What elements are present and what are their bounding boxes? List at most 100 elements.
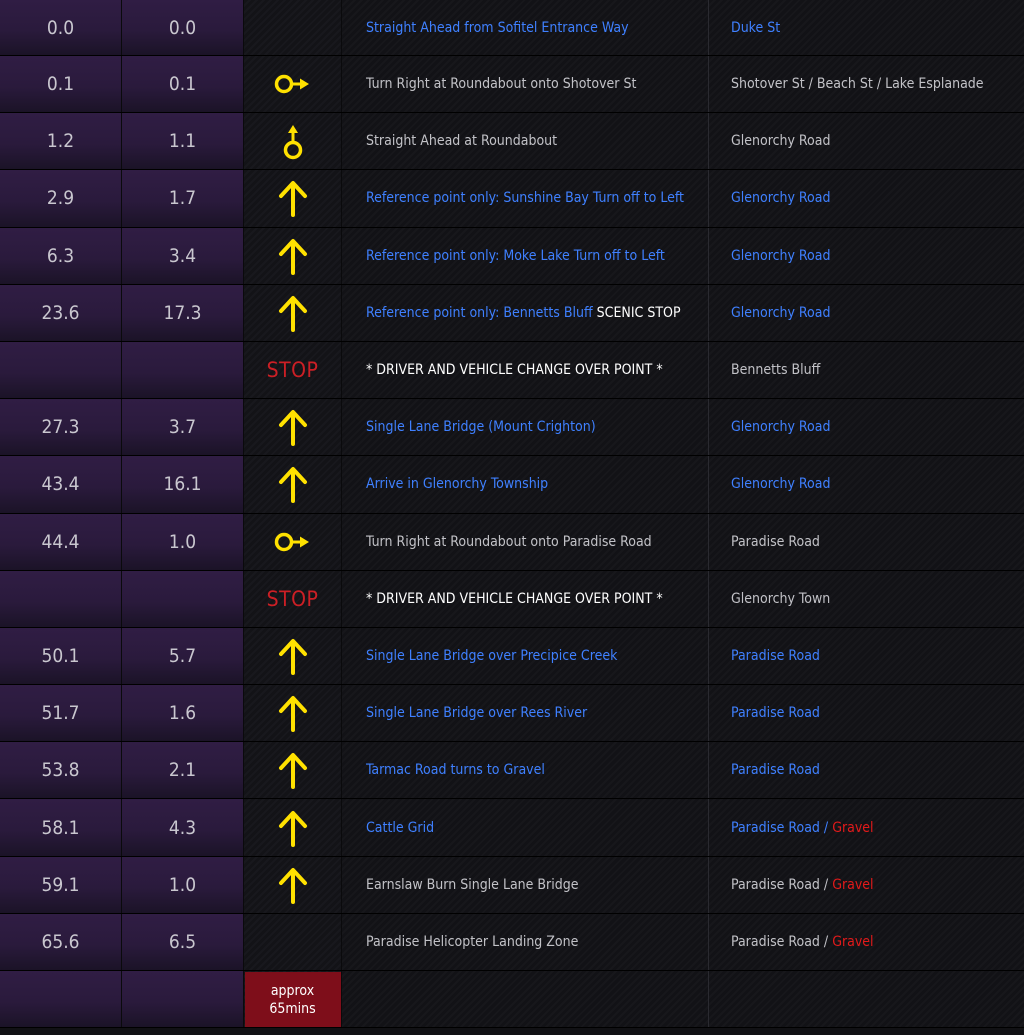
roundabout-straight-icon (281, 122, 305, 160)
table-row: 43.4 16.1 Arrive in Glenorchy Township Glen… (0, 456, 1024, 514)
total-distance: 6.3 (46, 244, 75, 267)
total-distance: 1.2 (46, 130, 75, 153)
description-cell: Tarmac Road turns to Gravel (342, 742, 709, 799)
leg-distance-cell: 16.1 (122, 456, 244, 513)
road-cell: Paradise Road (709, 513, 1024, 570)
table-row: 44.4 1.0 Turn Right at Roundabout onto Par… (0, 513, 1024, 571)
description-text: Paradise Helicopter Landing Zone (366, 933, 579, 950)
leg-distance: 1.6 (168, 702, 197, 725)
description-text: Tarmac Road turns to Gravel (366, 762, 545, 779)
leg-distance: 3.4 (168, 244, 197, 267)
road-cell: Duke St (709, 0, 1024, 55)
road-text: Paradise Road / (731, 819, 829, 836)
roundabout-right-icon (274, 530, 312, 554)
leg-distance-cell: 6.5 (122, 913, 244, 970)
leg-distance-cell: 2.1 (122, 742, 244, 799)
arrow-up-icon (277, 866, 309, 904)
leg-distance: 1.7 (168, 187, 197, 210)
table-row: 2.9 1.7 Reference point only: Sunshine Bay… (0, 170, 1024, 228)
total-distance-cell: 53.8 (0, 742, 122, 799)
badge-line: approx (270, 982, 315, 999)
description-highlight: * DRIVER AND VEHICLE CHANGE OVER POINT * (366, 362, 663, 379)
direction-cell (244, 856, 342, 913)
table-row: 65.6 6.5 Paradise Helicopter Landing Zone P… (0, 913, 1024, 971)
description-cell: Reference point only: Bennetts Bluff SCE… (342, 284, 709, 341)
description-text: Straight Ahead from Sofitel Entrance Way (366, 19, 629, 36)
leg-distance: 1.0 (168, 530, 197, 553)
road-text: Paradise Road (731, 705, 820, 722)
leg-distance: 1.0 (168, 873, 197, 896)
direction-cell (244, 399, 342, 456)
leg-distance: 5.7 (168, 644, 197, 667)
total-distance-cell: 23.6 (0, 284, 122, 341)
description-cell: Cattle Grid (342, 799, 709, 856)
road-text: Shotover St / Beach St / Lake Esplanade (731, 76, 984, 93)
roundabout-right-icon (274, 72, 312, 96)
total-distance: 53.8 (41, 759, 80, 782)
table-row: 23.6 17.3 Reference point only: Bennetts B… (0, 284, 1024, 342)
road-text: Paradise Road / (731, 876, 829, 893)
road-text: Glenorchy Road (731, 133, 831, 150)
description-highlight: * DRIVER AND VEHICLE CHANGE OVER POINT * (366, 590, 663, 607)
leg-distance-cell: 1.7 (122, 170, 244, 227)
total-distance-cell: 51.7 (0, 685, 122, 742)
table-row: 27.3 3.7 Single Lane Bridge (Mount Crighto… (0, 399, 1024, 457)
description-cell: Straight Ahead from Sofitel Entrance Way (342, 0, 709, 55)
leg-distance-cell (122, 971, 244, 1028)
description-text: Single Lane Bridge over Precipice Creek (366, 647, 618, 664)
description-text: Earnslaw Burn Single Lane Bridge (366, 876, 579, 893)
road-cell: Glenorchy Road (709, 170, 1024, 227)
description-cell: Reference point only: Sunshine Bay Turn … (342, 170, 709, 227)
total-distance: 58.1 (41, 816, 80, 839)
leg-distance: 6.5 (168, 930, 197, 953)
total-distance-cell: 58.1 (0, 799, 122, 856)
leg-distance-cell: 4.3 (122, 799, 244, 856)
description-cell: Arrive in Glenorchy Township (342, 456, 709, 513)
road-text: Paradise Road (731, 762, 820, 779)
total-distance: 2.9 (46, 187, 75, 210)
description-text: Straight Ahead at Roundabout (366, 133, 558, 150)
arrow-up-icon (277, 751, 309, 790)
table-row: 59.1 1.0 Earnslaw Burn Single Lane Bridge P… (0, 856, 1024, 914)
table-row: approx 65mins (0, 971, 1024, 1029)
leg-distance-cell: 1.0 (122, 513, 244, 570)
leg-distance: 17.3 (163, 301, 202, 324)
leg-distance-cell: 3.7 (122, 399, 244, 456)
road-cell: Glenorchy Road (709, 113, 1024, 170)
stop-label: STOP (266, 358, 319, 383)
leg-distance-cell: 1.0 (122, 856, 244, 913)
total-distance: 65.6 (41, 930, 80, 953)
total-distance-cell: 2.9 (0, 170, 122, 227)
leg-distance: 0.1 (168, 73, 197, 96)
duration-badge: approx 65mins (244, 971, 341, 1028)
table-row: 0.0 0.0 Straight Ahead from Sofitel Entran… (0, 0, 1024, 56)
leg-distance-cell (122, 341, 244, 399)
arrow-up-icon (277, 294, 309, 332)
table-row: 51.7 1.6 Single Lane Bridge over Rees Rive… (0, 685, 1024, 743)
description-text: Reference point only: Bennetts Bluff (366, 304, 593, 321)
leg-distance-cell: 1.1 (122, 113, 244, 170)
description-cell: * DRIVER AND VEHICLE CHANGE OVER POINT * (342, 570, 709, 627)
road-cell: Glenorchy Road (709, 456, 1024, 513)
description-cell: Single Lane Bridge over Rees River (342, 685, 709, 742)
leg-distance-cell: 1.6 (122, 685, 244, 742)
direction-cell (244, 627, 342, 685)
total-distance: 50.1 (41, 644, 80, 667)
road-cell: Bennetts Bluff (709, 341, 1024, 399)
direction-cell (244, 170, 342, 227)
arrow-up-icon (277, 408, 309, 447)
description-cell: Reference point only: Moke Lake Turn off… (342, 227, 709, 284)
total-distance-cell: 0.1 (0, 56, 122, 113)
road-cell: Glenorchy Road (709, 399, 1024, 456)
leg-distance: 3.7 (168, 416, 197, 439)
description-text: Arrive in Glenorchy Township (366, 476, 549, 493)
road-cell (709, 971, 1024, 1028)
total-distance-cell: 1.2 (0, 113, 122, 170)
stop-label: STOP (266, 586, 319, 611)
leg-distance: 4.3 (168, 816, 197, 839)
road-cell: Paradise Road / Gravel (709, 856, 1024, 913)
total-distance: 23.6 (41, 301, 80, 324)
direction-cell (244, 913, 342, 970)
total-distance-cell: 27.3 (0, 399, 122, 456)
total-distance-cell: 43.4 (0, 456, 122, 513)
